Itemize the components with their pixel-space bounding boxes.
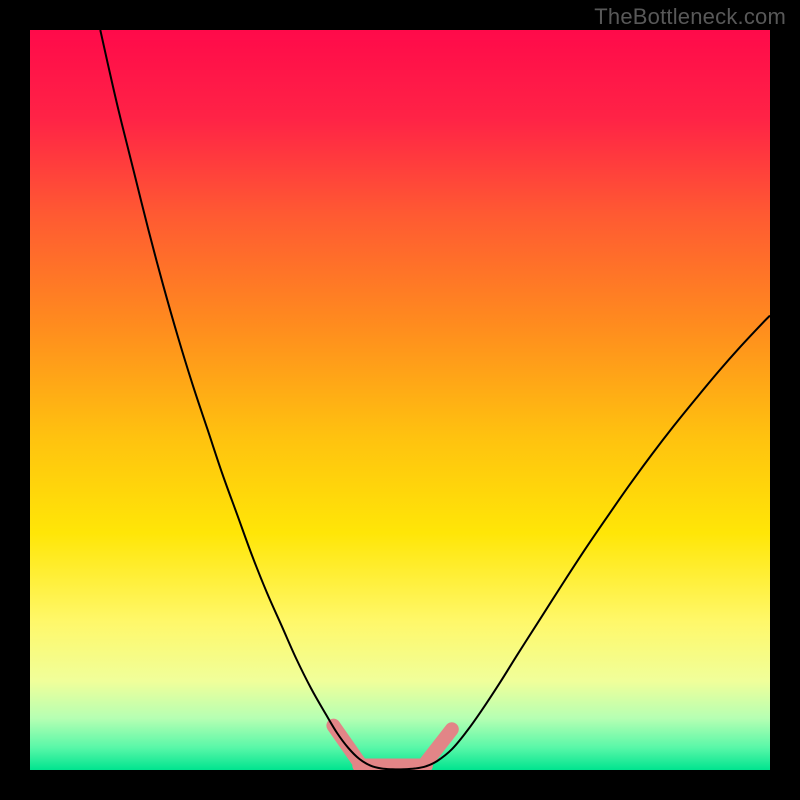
chart-background (30, 30, 770, 770)
watermark-text: TheBottleneck.com (594, 4, 786, 30)
chart-plot-area (30, 30, 770, 770)
chart-svg (30, 30, 770, 770)
